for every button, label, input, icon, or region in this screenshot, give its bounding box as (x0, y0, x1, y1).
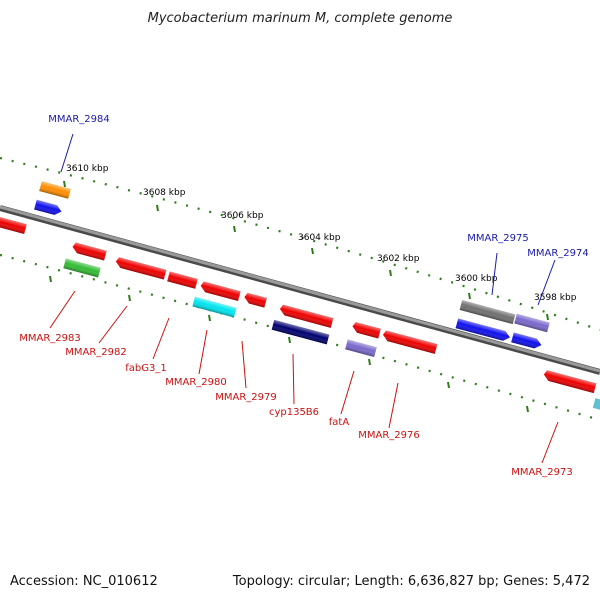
gene-shading (543, 370, 597, 394)
kbp-label: 3600 kbp (455, 274, 498, 284)
major-tick (468, 292, 471, 300)
gene-shading (345, 339, 377, 357)
genome-backbone (0, 205, 600, 373)
gene-label: cyp135B6 (269, 407, 319, 418)
callout-line (388, 382, 399, 429)
forward-tick-row (0, 156, 600, 332)
callout-line (49, 290, 76, 329)
kbp-label: 3608 kbp (143, 188, 186, 198)
major-tick (128, 294, 131, 302)
gene-shading (455, 318, 511, 341)
callout-line (152, 317, 170, 360)
gene-label: MMAR_2975 (467, 233, 529, 244)
kbp-label: 3602 kbp (377, 254, 420, 264)
major-tick (447, 381, 450, 389)
gene-shading (200, 281, 241, 302)
major-tick (49, 275, 52, 283)
callout-line (491, 252, 498, 296)
major-tick (288, 336, 291, 344)
kbp-label: 3606 kbp (221, 211, 264, 221)
major-tick (233, 225, 236, 233)
callout-line (60, 133, 74, 173)
callout-line (241, 340, 247, 389)
major-tick (368, 358, 371, 366)
callout-line (541, 421, 559, 464)
gene-shading (0, 215, 27, 234)
callout-line (98, 305, 128, 344)
callout-lines (49, 133, 559, 464)
gene-label: fatA (329, 417, 350, 428)
gene-shading (34, 199, 62, 215)
gene-label: MMAR_2979 (215, 392, 277, 403)
gene-labels: MMAR_2984 MMAR_2975 MMAR_2974 MMAR_2983 … (19, 114, 589, 478)
gene-label: fabG3_1 (125, 363, 166, 374)
kbp-labels: 3610 kbp 3608 kbp 3606 kbp 3604 kbp 3602… (66, 164, 577, 303)
callout-line (292, 353, 295, 405)
major-tick (63, 180, 66, 188)
callout-line (198, 329, 208, 375)
major-tick (526, 405, 529, 413)
gene-shading (511, 332, 542, 349)
callout-line (340, 370, 355, 415)
gene-shading (167, 271, 198, 289)
gene-label: MMAR_2983 (19, 333, 81, 344)
gene-label: MMAR_2980 (165, 377, 227, 388)
gene-label: MMAR_2976 (358, 430, 420, 441)
genome-summary-text: Topology: circular; Length: 6,636,827 bp… (232, 574, 590, 589)
major-tick (389, 269, 392, 277)
kbp-label: 3604 kbp (298, 233, 341, 243)
major-tick (156, 204, 159, 212)
gene-shading (244, 292, 267, 308)
accession-text: Accession: NC_010612 (10, 574, 158, 589)
forward-ticks (0, 156, 600, 332)
gene-shading (352, 322, 381, 339)
major-tick (546, 313, 549, 321)
gene-shading (382, 330, 438, 354)
gene-label: MMAR_2974 (527, 248, 589, 259)
callout-line (537, 259, 556, 306)
gene-edge-teal[interactable] (592, 398, 600, 411)
gene-label: MMAR_2982 (65, 347, 127, 358)
gene-shading (459, 300, 516, 325)
kbp-label: 3610 kbp (66, 164, 109, 174)
major-ticks (49, 180, 549, 413)
map-title: Mycobacterium marinum M, complete genome (148, 11, 453, 26)
kbp-label: 3598 kbp (534, 293, 577, 303)
gene-shading (279, 304, 334, 328)
gene-shading (72, 242, 107, 261)
gene-shading (115, 257, 167, 280)
gene-shading (514, 313, 550, 333)
genes (0, 181, 600, 411)
gene-shading (39, 181, 71, 199)
gene-shading (271, 319, 330, 345)
gene-shading (63, 258, 101, 278)
major-tick (208, 314, 211, 322)
major-tick (311, 247, 314, 255)
gene-label: MMAR_2973 (511, 467, 573, 478)
gene-shading (192, 296, 237, 318)
gene-label: MMAR_2984 (48, 114, 110, 125)
